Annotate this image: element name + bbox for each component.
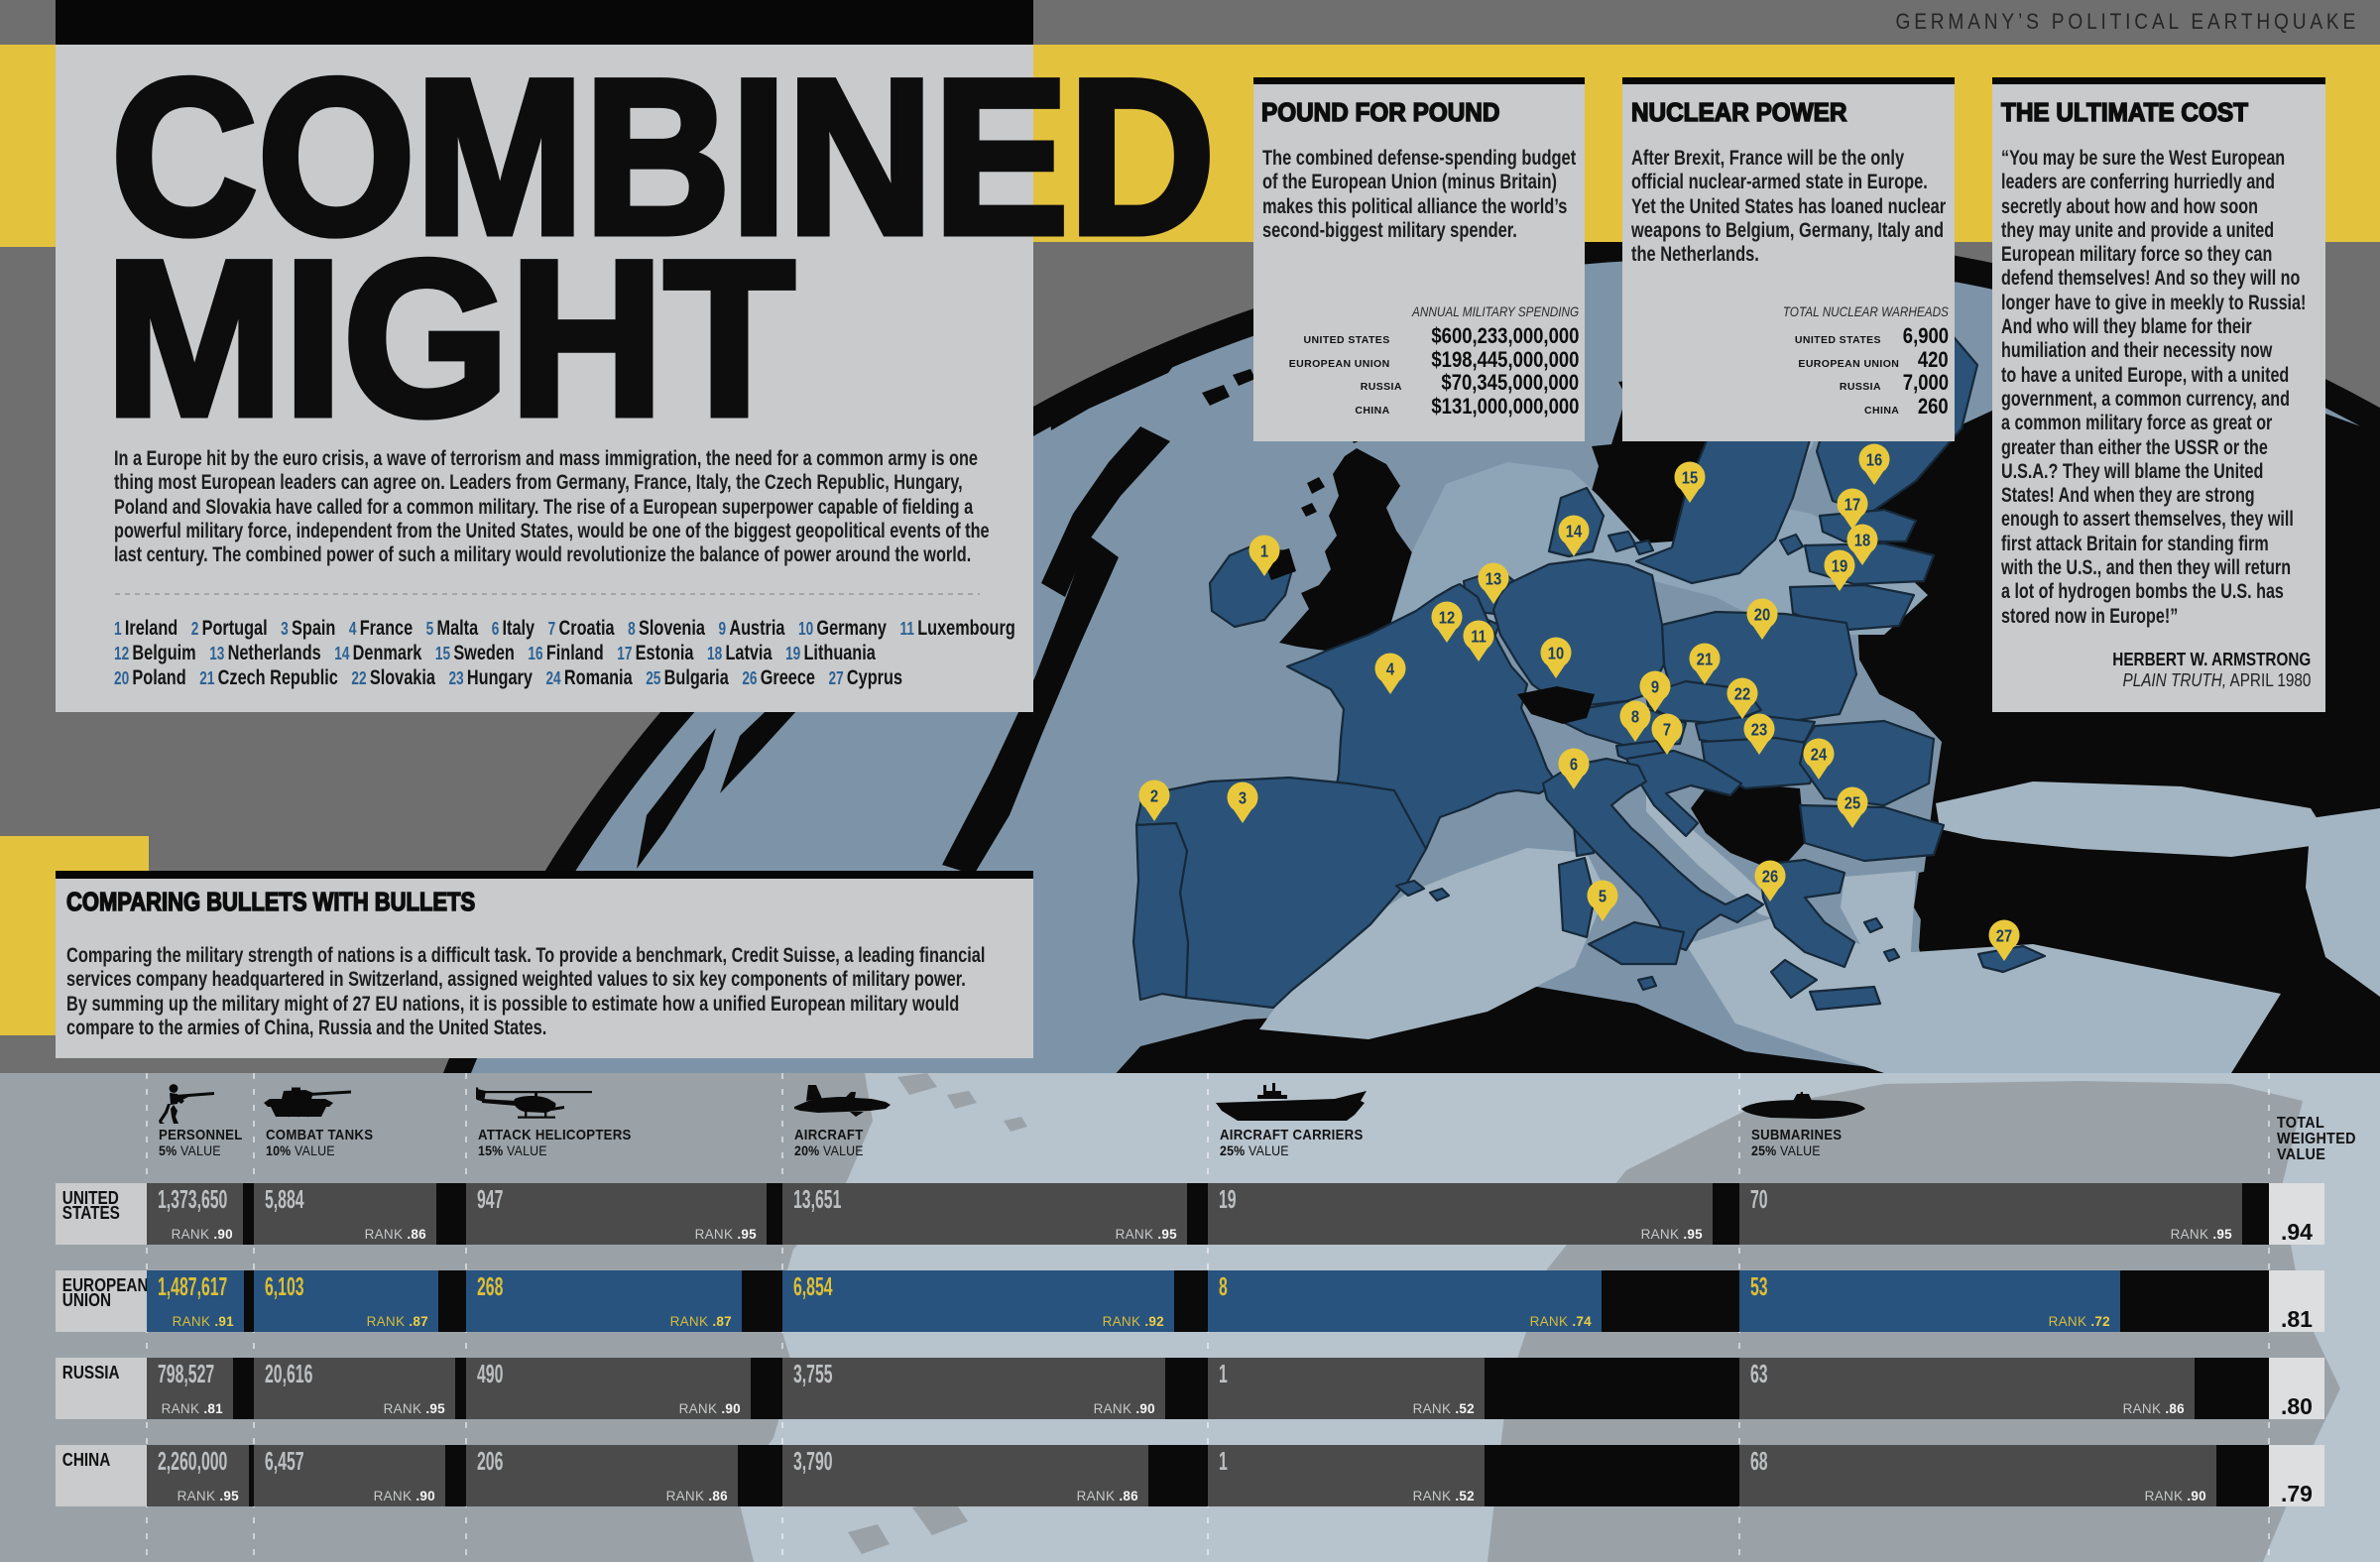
svg-text:5: 5: [1599, 887, 1606, 906]
svg-text:13: 13: [1486, 569, 1501, 589]
svg-text:26: 26: [1762, 867, 1778, 887]
svg-text:4: 4: [1386, 660, 1395, 679]
svg-text:6: 6: [1570, 755, 1578, 775]
svg-text:12: 12: [1439, 608, 1455, 628]
svg-text:11: 11: [1471, 627, 1487, 647]
svg-text:1: 1: [1260, 541, 1268, 561]
svg-text:18: 18: [1854, 531, 1870, 550]
svg-text:17: 17: [1844, 495, 1860, 515]
svg-text:9: 9: [1651, 677, 1659, 697]
svg-text:2: 2: [1150, 786, 1158, 806]
svg-text:10: 10: [1548, 644, 1564, 663]
svg-text:27: 27: [1996, 926, 2012, 946]
svg-text:22: 22: [1734, 684, 1750, 704]
svg-text:8: 8: [1631, 707, 1639, 727]
svg-text:25: 25: [1844, 793, 1860, 813]
svg-text:7: 7: [1663, 720, 1671, 740]
svg-text:21: 21: [1697, 650, 1713, 669]
svg-text:15: 15: [1682, 468, 1698, 488]
svg-text:19: 19: [1832, 556, 1847, 576]
svg-text:23: 23: [1751, 720, 1767, 740]
svg-text:3: 3: [1239, 788, 1247, 808]
svg-text:20: 20: [1754, 605, 1770, 625]
svg-text:16: 16: [1866, 450, 1882, 470]
svg-text:24: 24: [1811, 745, 1828, 765]
svg-text:14: 14: [1566, 522, 1583, 541]
